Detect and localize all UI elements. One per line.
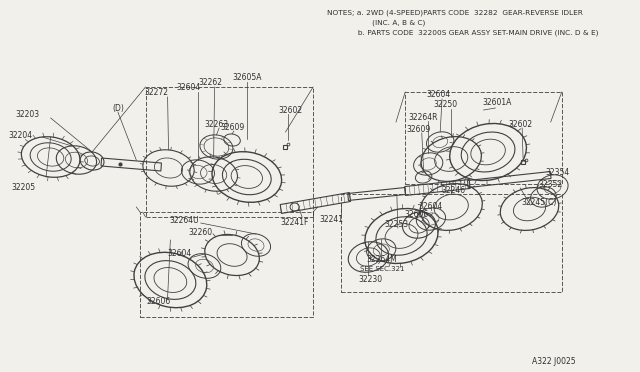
Text: 32604: 32604 bbox=[177, 83, 201, 92]
Text: 32263: 32263 bbox=[204, 119, 228, 128]
Text: 32264M: 32264M bbox=[367, 256, 397, 264]
Text: 32352: 32352 bbox=[539, 180, 563, 189]
Text: 32604: 32604 bbox=[418, 202, 442, 211]
Text: 32272: 32272 bbox=[145, 87, 168, 96]
Text: 32264R: 32264R bbox=[409, 112, 438, 122]
Text: 32604: 32604 bbox=[426, 90, 451, 99]
Text: 32606: 32606 bbox=[147, 298, 170, 307]
Text: 32230: 32230 bbox=[358, 276, 382, 285]
Text: 32601A: 32601A bbox=[483, 97, 512, 106]
Text: A322 J0025: A322 J0025 bbox=[532, 357, 575, 366]
Text: 32260: 32260 bbox=[189, 228, 213, 237]
Text: 32354: 32354 bbox=[545, 167, 569, 176]
Text: 32203: 32203 bbox=[15, 109, 40, 119]
Text: 32250: 32250 bbox=[434, 99, 458, 109]
Text: 32246: 32246 bbox=[441, 186, 465, 195]
Text: 32262: 32262 bbox=[198, 77, 222, 87]
Text: 32245(C): 32245(C) bbox=[521, 198, 556, 206]
Text: 32241: 32241 bbox=[319, 215, 344, 224]
Text: 32204: 32204 bbox=[8, 131, 33, 140]
Text: 32253: 32253 bbox=[384, 219, 408, 228]
Text: 32604: 32604 bbox=[168, 250, 192, 259]
Text: 32205: 32205 bbox=[11, 183, 35, 192]
Text: SEE SEC.321: SEE SEC.321 bbox=[360, 266, 404, 272]
Text: 32241F: 32241F bbox=[280, 218, 309, 227]
Text: NOTES; a. 2WD (4-SPEED)PARTS CODE  32282  GEAR-REVERSE IDLER: NOTES; a. 2WD (4-SPEED)PARTS CODE 32282 … bbox=[327, 9, 583, 16]
Text: b. PARTS CODE  32200S GEAR ASSY SET-MAIN DRIVE (INC. D & E): b. PARTS CODE 32200S GEAR ASSY SET-MAIN … bbox=[327, 29, 598, 35]
Text: 32264U: 32264U bbox=[170, 215, 199, 224]
Text: 32606: 32606 bbox=[404, 209, 428, 218]
Text: 32605A: 32605A bbox=[232, 73, 262, 81]
Text: 32609: 32609 bbox=[406, 125, 430, 134]
Text: (D): (D) bbox=[112, 103, 124, 112]
Text: 32602: 32602 bbox=[278, 106, 302, 115]
Text: 32602: 32602 bbox=[508, 119, 532, 128]
Text: (INC. A, B & C): (INC. A, B & C) bbox=[327, 19, 426, 26]
Text: 32609: 32609 bbox=[220, 122, 244, 131]
